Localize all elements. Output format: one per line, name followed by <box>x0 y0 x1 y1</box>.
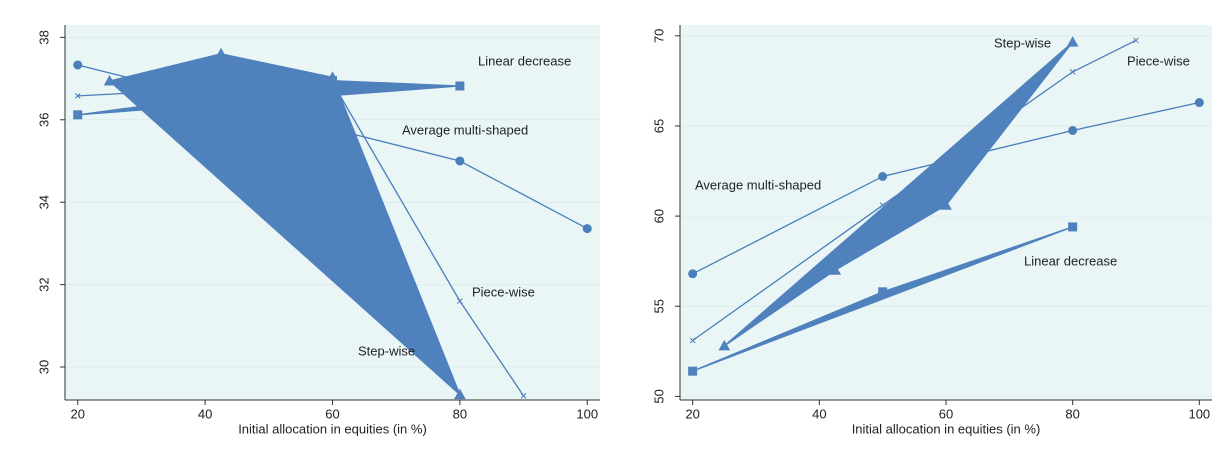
plot-area <box>680 25 1212 400</box>
marker <box>689 337 696 344</box>
marker <box>1069 69 1076 75</box>
marker <box>74 93 81 99</box>
marker <box>688 269 698 279</box>
marker <box>718 339 731 351</box>
marker <box>520 393 527 399</box>
marker <box>878 287 888 297</box>
x-axis-label: Initial allocation in equities (in %) <box>238 421 427 436</box>
marker <box>1068 125 1078 135</box>
y-tick-label: 38 <box>36 30 51 44</box>
marker <box>1133 37 1139 44</box>
y-tick-label: 36 <box>36 113 51 127</box>
series-line <box>77 79 460 116</box>
x-axis-label: Initial allocation in equities (in %) <box>852 421 1041 436</box>
marker <box>215 47 227 59</box>
annotation: Linear decrease <box>1024 253 1117 268</box>
marker <box>455 81 465 91</box>
y-tick-label: 32 <box>36 277 51 291</box>
x-tick-label: 20 <box>71 406 85 421</box>
marker <box>455 156 465 166</box>
annotation: Average multi-shaped <box>402 122 528 137</box>
x-tick-label: 40 <box>812 406 826 421</box>
x-tick-label: 80 <box>453 406 467 421</box>
x-tick-label: 60 <box>939 406 953 421</box>
y-tick-label: 70 <box>651 29 666 43</box>
x-tick-label: 60 <box>325 406 339 421</box>
annotation: Step-wise <box>358 343 415 358</box>
y-tick-label: 30 <box>36 360 51 374</box>
series-line <box>692 226 1073 372</box>
y-tick-label: 60 <box>651 209 666 223</box>
x-tick-label: 20 <box>685 406 699 421</box>
marker <box>1194 98 1204 108</box>
marker <box>328 76 337 86</box>
y-tick-label: 55 <box>651 299 666 313</box>
annotation: Piece-wise <box>1127 53 1190 68</box>
marker <box>457 298 463 304</box>
annotation: Step-wise <box>994 35 1051 50</box>
marker <box>582 224 592 234</box>
marker <box>688 366 698 376</box>
marker <box>73 110 83 120</box>
x-tick-label: 100 <box>576 406 598 421</box>
marker <box>940 199 952 210</box>
marker <box>1066 36 1079 47</box>
annotation: Piece-wise <box>472 284 535 299</box>
x-tick-label: 100 <box>1188 406 1210 421</box>
y-tick-label: 65 <box>651 119 666 133</box>
y-tick-label: 34 <box>36 195 51 209</box>
x-tick-label: 40 <box>198 406 212 421</box>
marker <box>103 75 116 86</box>
marker <box>1068 222 1078 232</box>
y-tick-label: 50 <box>651 389 666 403</box>
marker <box>454 388 466 400</box>
marker <box>829 264 842 275</box>
annotation: Linear decrease <box>478 53 571 68</box>
marker <box>878 171 888 181</box>
x-tick-label: 80 <box>1065 406 1079 421</box>
annotation: Average multi-shaped <box>695 177 821 192</box>
marker <box>73 60 83 70</box>
